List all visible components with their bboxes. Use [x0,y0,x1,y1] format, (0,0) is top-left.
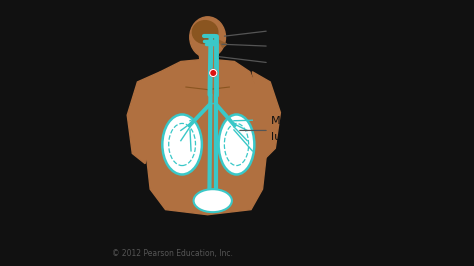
Text: (b) Mucous membranes line body cavities: (b) Mucous membranes line body cavities [52,227,364,240]
Text: Figure 4.1b: Figure 4.1b [304,248,362,258]
Text: © 2012 Pearson Education, Inc.: © 2012 Pearson Education, Inc. [112,249,233,258]
Text: lung bronchi: lung bronchi [272,132,341,142]
Polygon shape [218,40,227,47]
Polygon shape [127,72,160,164]
Polygon shape [252,72,281,159]
Ellipse shape [219,114,255,174]
Polygon shape [199,49,217,61]
Polygon shape [145,59,268,215]
Text: lining: lining [272,64,302,74]
Circle shape [210,69,217,77]
Text: Esophagus: Esophagus [272,49,332,59]
Text: Mucosa of: Mucosa of [272,32,328,42]
Ellipse shape [162,114,202,174]
Text: mouth: mouth [272,47,308,57]
Text: open to the exterior.: open to the exterior. [130,239,285,252]
Ellipse shape [190,17,226,58]
Ellipse shape [193,189,232,212]
Text: Mucosa of: Mucosa of [272,116,328,126]
Text: nasal cavity: nasal cavity [272,32,338,42]
Ellipse shape [192,21,218,44]
Text: Mucosa of: Mucosa of [272,17,328,27]
